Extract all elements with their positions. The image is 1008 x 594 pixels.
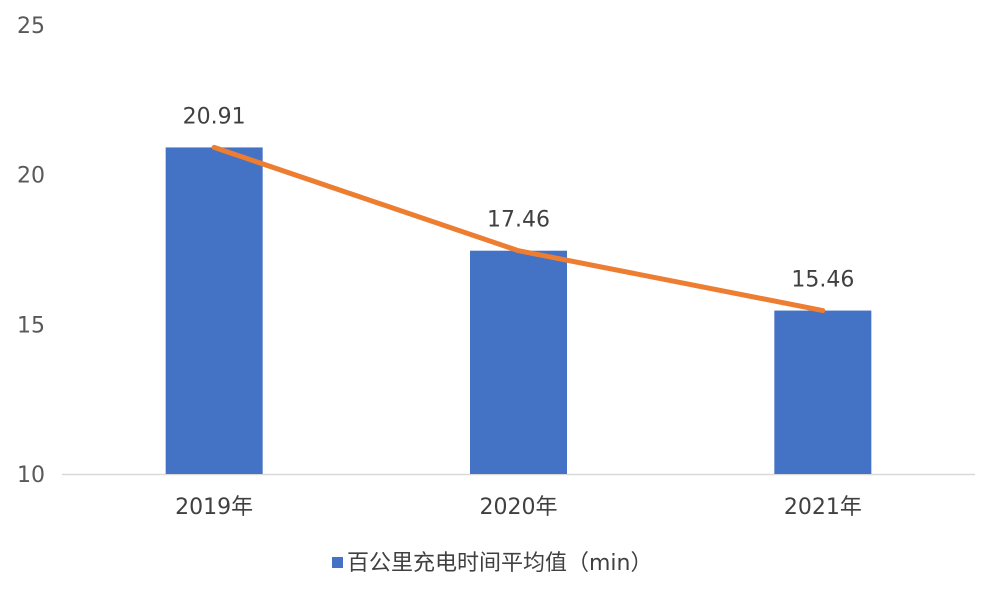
bar <box>470 250 567 474</box>
data-label: 20.91 <box>183 104 246 129</box>
legend-label-bar-series: 百公里充电时间平均值（min） <box>347 551 653 576</box>
y-tick-label: 15 <box>17 313 45 338</box>
y-tick-label: 20 <box>17 164 45 189</box>
y-tick-label: 10 <box>17 463 45 488</box>
x-tick-label: 2020年 <box>480 495 558 520</box>
x-tick-label: 2019年 <box>175 495 253 520</box>
bar <box>165 147 263 474</box>
data-labels: 20.91 17.46 15.46 <box>183 104 855 292</box>
x-tick-label: 2021年 <box>784 495 862 520</box>
bars <box>165 147 872 474</box>
data-label: 17.46 <box>487 208 550 233</box>
y-axis-labels: 10 15 20 25 <box>17 14 45 488</box>
data-label: 15.46 <box>791 268 854 293</box>
trend-line <box>211 144 826 314</box>
legend: 百公里充电时间平均值（min） <box>332 551 653 576</box>
legend-swatch-bar-series <box>332 557 343 568</box>
bar <box>774 310 872 474</box>
x-axis-labels: 2019年 2020年 2021年 <box>175 495 862 520</box>
y-tick-label: 25 <box>17 14 45 39</box>
